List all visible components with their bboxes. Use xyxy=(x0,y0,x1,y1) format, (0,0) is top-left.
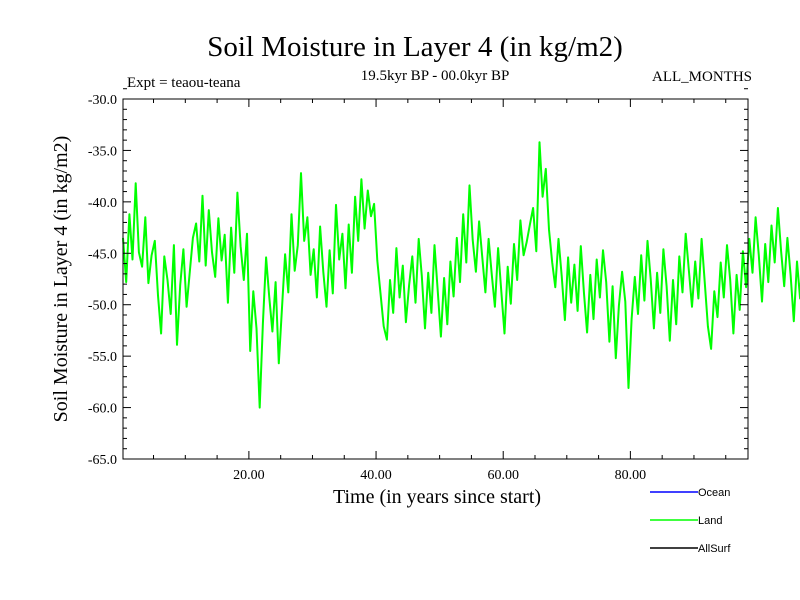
months-label: ALL_MONTHS xyxy=(652,69,752,85)
chart-subtitle: 19.5kyr BP - 00.0kyr BP xyxy=(361,68,510,84)
chart-title: Soil Moisture in Layer 4 (in kg/m2) xyxy=(207,31,623,63)
y-tick-label: -45.0 xyxy=(88,247,117,262)
x-tick-label: 60.00 xyxy=(487,468,519,483)
legend: Ocean Land AllSurf xyxy=(650,487,731,555)
plot-content xyxy=(122,141,800,409)
legend-label-land: Land xyxy=(698,515,722,527)
legend-label-ocean: Ocean xyxy=(698,487,730,499)
y-axis-label: Soil Moisture in Layer 4 (in kg/m2) xyxy=(50,136,72,423)
y-tick-label: -50.0 xyxy=(88,299,117,314)
x-tick-label: 20.00 xyxy=(233,468,265,483)
legend-label-allsurf: AllSurf xyxy=(698,543,731,555)
series-line-land xyxy=(122,141,800,409)
y-tick-label: -35.0 xyxy=(88,144,117,159)
x-tick-label: 80.00 xyxy=(615,468,647,483)
y-tick-label: -60.0 xyxy=(88,402,117,417)
y-tick-label: -55.0 xyxy=(88,350,117,365)
experiment-label: Expt = teaou-teana xyxy=(127,75,241,91)
x-axis-label: Time (in years since start) xyxy=(333,486,541,508)
y-tick-label: -30.0 xyxy=(88,93,117,108)
y-tick-label: -65.0 xyxy=(88,453,117,468)
x-tick-label: 40.00 xyxy=(360,468,392,483)
x-axis: 20.00 40.00 60.00 80.00 xyxy=(153,99,727,483)
plot-frame xyxy=(122,98,749,460)
y-tick-label: -40.0 xyxy=(88,196,117,211)
y-axis: -30.0 -35.0 -40.0 -45.0 -50.0 -55.0 -60.0 -65.0 xyxy=(88,88,748,468)
